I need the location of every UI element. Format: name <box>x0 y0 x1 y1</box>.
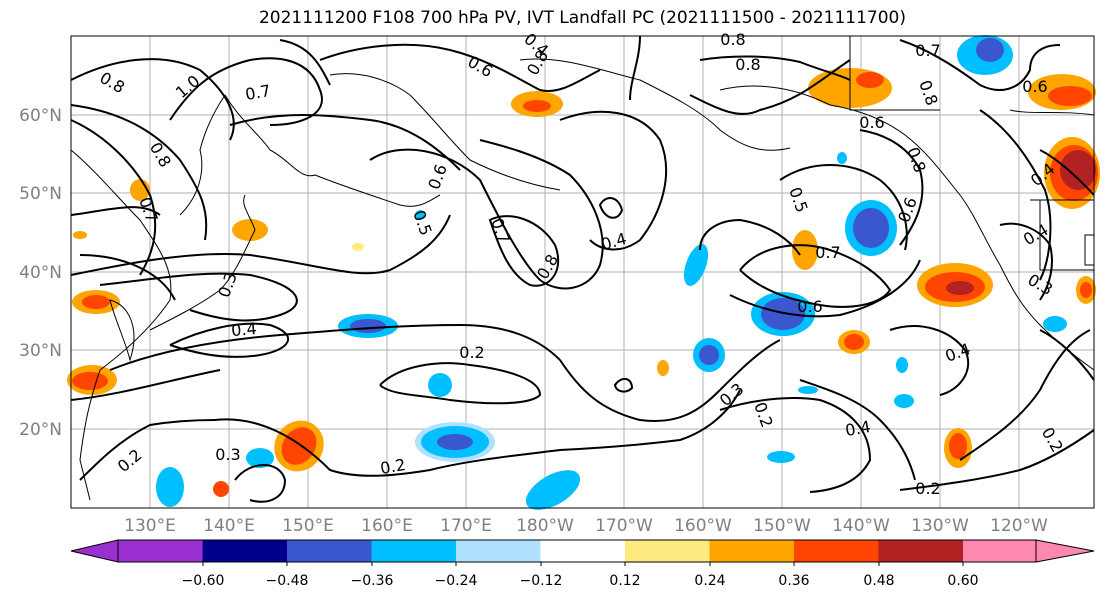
lat-tick-label: 30°N <box>19 341 62 361</box>
colorbar-extend-high <box>1035 539 1095 563</box>
lat-tick-label: 50°N <box>19 184 62 204</box>
contour-label: 0.6 <box>859 113 884 132</box>
colorbar-tick-label: 0.12 <box>609 573 640 589</box>
lon-tick-label: 120°W <box>990 516 1048 536</box>
lon-tick-label: 160°W <box>674 516 732 536</box>
colorbar-swatch <box>709 540 794 562</box>
map-title: 2021111200 F108 700 hPa PV, IVT Landfall… <box>258 8 906 28</box>
colorbar-tick-label: −0.24 <box>435 573 478 589</box>
colorbar-swatch <box>625 540 710 562</box>
colorbar-swatch <box>540 540 625 562</box>
colorbar-tick-label: 0.24 <box>694 573 725 589</box>
lon-tick-label: 180°W <box>516 516 574 536</box>
longitude-labels: 130°E 140°E 150°E 160°E 170°E 180°W 170°W 160°W… <box>124 516 1048 536</box>
colorbar-tick-label: 0.48 <box>863 573 894 589</box>
contour-label: 0.8 <box>735 55 760 74</box>
colorbar-outline <box>117 539 1037 563</box>
contour-label: 0.2 <box>379 455 407 478</box>
map-frame <box>70 35 1095 509</box>
pv-contours <box>70 35 1095 503</box>
colorbar-tick-label: 0.36 <box>778 573 809 589</box>
colorbar-extend-low <box>70 539 119 563</box>
lat-tick-label: 40°N <box>19 263 62 283</box>
colorbar-tick-label: 0.60 <box>947 573 978 589</box>
colorbar: −0.60 −0.48 −0.36 −0.24 −0.12 0.12 0.24 0.36 0.4… <box>70 539 1095 589</box>
lon-tick-label: 130°W <box>911 516 969 536</box>
lon-tick-label: 150°W <box>753 516 811 536</box>
contour-label: 0.2 <box>915 479 940 498</box>
colorbar-swatch <box>794 540 879 562</box>
lon-tick-label: 130°E <box>124 516 176 536</box>
colorbar-swatch <box>287 540 372 562</box>
contour-label: 0.6 <box>797 297 822 316</box>
latitude-labels: 60°N 50°N 40°N 30°N 20°N <box>19 106 62 440</box>
colorbar-swatch <box>118 540 203 562</box>
lon-tick-label: 150°E <box>282 516 334 536</box>
lat-tick-label: 60°N <box>19 106 62 126</box>
contour-label: 0.6 <box>1022 77 1047 96</box>
colorbar-swatch <box>456 540 541 562</box>
contour-label: 0.8 <box>720 30 745 49</box>
ivt-shading <box>67 35 1100 510</box>
lon-tick-label: 140°E <box>203 516 255 536</box>
colorbar-swatch <box>878 540 963 562</box>
contour-label: 0.4 <box>230 319 257 340</box>
contour-label: 0.2 <box>459 343 484 362</box>
lon-tick-label: 170°E <box>440 516 492 536</box>
colorbar-tick-label: −0.12 <box>520 573 563 589</box>
contour-label: 0.7 <box>244 81 272 104</box>
colorbar-tick-label: −0.36 <box>351 573 394 589</box>
contour-label: 0.7 <box>815 243 840 262</box>
colorbar-tick-label: −0.60 <box>182 573 225 589</box>
colorbar-tick-label: −0.48 <box>266 573 309 589</box>
contour-label: 0.4 <box>844 417 872 440</box>
colorbar-swatch <box>963 540 1036 562</box>
colorbar-swatch <box>202 540 287 562</box>
lon-tick-label: 160°E <box>361 516 413 536</box>
lon-tick-label: 170°W <box>595 516 653 536</box>
contour-label: 0.3 <box>215 445 240 464</box>
lon-tick-label: 140°W <box>832 516 890 536</box>
colorbar-swatch <box>371 540 456 562</box>
lat-tick-label: 20°N <box>19 420 62 440</box>
contour-label: 0.7 <box>915 41 940 60</box>
